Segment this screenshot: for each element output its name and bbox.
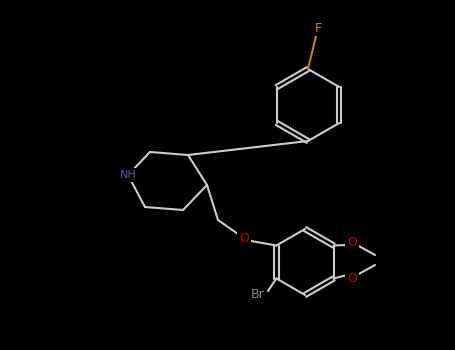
Text: O: O [347, 236, 357, 248]
Text: O: O [347, 272, 357, 285]
Text: NH: NH [120, 170, 136, 180]
Text: O: O [239, 231, 249, 245]
Text: F: F [314, 21, 322, 35]
Text: Br: Br [251, 288, 265, 301]
